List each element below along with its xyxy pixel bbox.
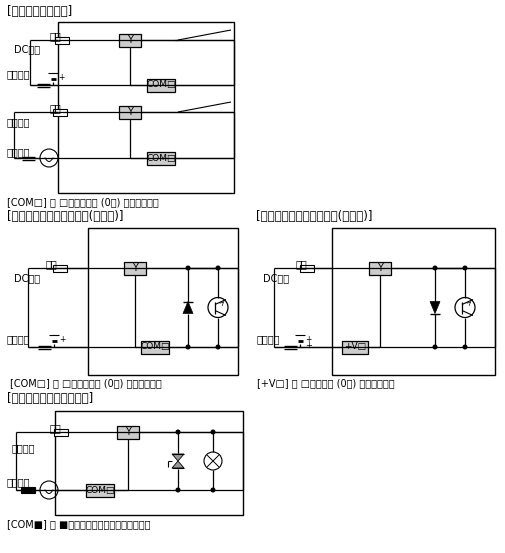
Polygon shape xyxy=(183,301,193,314)
Text: 負荷: 負荷 xyxy=(50,423,62,433)
Bar xyxy=(147,79,175,91)
Bar xyxy=(55,36,69,44)
Bar xyxy=(124,262,146,274)
Text: [+V□] の □には番号 (0～) が入ります。: [+V□] の □には番号 (0～) が入ります。 xyxy=(257,378,394,388)
Bar xyxy=(53,108,67,116)
Text: ヒューズ: ヒューズ xyxy=(257,334,280,344)
Circle shape xyxy=(433,266,437,270)
Bar xyxy=(86,483,114,497)
Text: 負荷: 負荷 xyxy=(50,31,62,41)
Text: [COM■] の ■には、コモン番号が入ります。: [COM■] の ■には、コモン番号が入ります。 xyxy=(7,519,150,529)
Text: Y: Y xyxy=(125,427,131,437)
Bar xyxy=(21,487,35,493)
Text: [トライアック出力タイプ]: [トライアック出力タイプ] xyxy=(7,392,93,405)
Text: COM□: COM□ xyxy=(146,81,176,90)
Text: Y: Y xyxy=(127,107,133,117)
Text: +: + xyxy=(58,74,64,82)
Text: 外部電源: 外部電源 xyxy=(7,117,30,127)
Text: ヒューズ: ヒューズ xyxy=(7,69,30,79)
Bar xyxy=(119,34,141,46)
Text: COM□: COM□ xyxy=(85,486,115,494)
Bar xyxy=(332,228,495,375)
Text: [COM□] の □には、番号 (0～) が入ります。: [COM□] の □には、番号 (0～) が入ります。 xyxy=(10,378,162,388)
Bar xyxy=(117,425,139,439)
Bar xyxy=(55,411,243,515)
Circle shape xyxy=(211,430,215,434)
Bar xyxy=(88,228,238,375)
Circle shape xyxy=(211,488,215,492)
Text: [トランジスタ出力タイプ(ソース)]: [トランジスタ出力タイプ(ソース)] xyxy=(256,210,373,223)
Text: ヒューズ: ヒューズ xyxy=(7,334,30,344)
Text: Y: Y xyxy=(127,35,133,45)
Bar xyxy=(53,264,67,272)
Text: DC電源: DC電源 xyxy=(263,273,289,283)
Bar xyxy=(119,106,141,118)
Text: COM□: COM□ xyxy=(140,342,170,352)
Text: Y: Y xyxy=(377,263,383,273)
Bar xyxy=(369,262,391,274)
Text: Y: Y xyxy=(132,263,138,273)
Bar xyxy=(58,22,234,193)
Circle shape xyxy=(433,345,437,349)
Circle shape xyxy=(463,266,467,270)
Bar xyxy=(342,341,368,353)
Text: 負荷: 負荷 xyxy=(296,259,308,269)
Polygon shape xyxy=(172,461,184,468)
Bar xyxy=(141,341,169,353)
Text: 負荷: 負荷 xyxy=(50,103,62,113)
Circle shape xyxy=(186,266,190,270)
Circle shape xyxy=(216,345,220,349)
Text: 外部電源: 外部電源 xyxy=(12,443,35,453)
Circle shape xyxy=(176,488,180,492)
Text: +: + xyxy=(305,342,312,351)
Text: [リレー出力タイプ]: [リレー出力タイプ] xyxy=(7,5,72,18)
Bar xyxy=(54,429,68,436)
Circle shape xyxy=(463,345,467,349)
Text: DC電源: DC電源 xyxy=(14,273,40,283)
Text: +: + xyxy=(305,336,312,345)
Bar xyxy=(147,152,175,164)
Text: 負荷: 負荷 xyxy=(46,259,58,269)
Polygon shape xyxy=(172,454,184,461)
Text: ヒューズ: ヒューズ xyxy=(7,147,30,157)
Circle shape xyxy=(186,345,190,349)
Text: +: + xyxy=(59,336,65,345)
Circle shape xyxy=(176,430,180,434)
Circle shape xyxy=(216,266,220,270)
Text: +V□: +V□ xyxy=(344,342,366,352)
Text: COM□: COM□ xyxy=(146,154,176,163)
Text: DC電源: DC電源 xyxy=(14,44,40,54)
Polygon shape xyxy=(430,301,440,314)
Text: ヒューズ: ヒューズ xyxy=(7,477,30,487)
Text: [トランジスタ出力タイプ(シンク)]: [トランジスタ出力タイプ(シンク)] xyxy=(7,210,124,223)
Bar xyxy=(300,264,314,272)
Text: [COM□] の □には、番号 (0～) が入ります。: [COM□] の □には、番号 (0～) が入ります。 xyxy=(7,197,159,207)
